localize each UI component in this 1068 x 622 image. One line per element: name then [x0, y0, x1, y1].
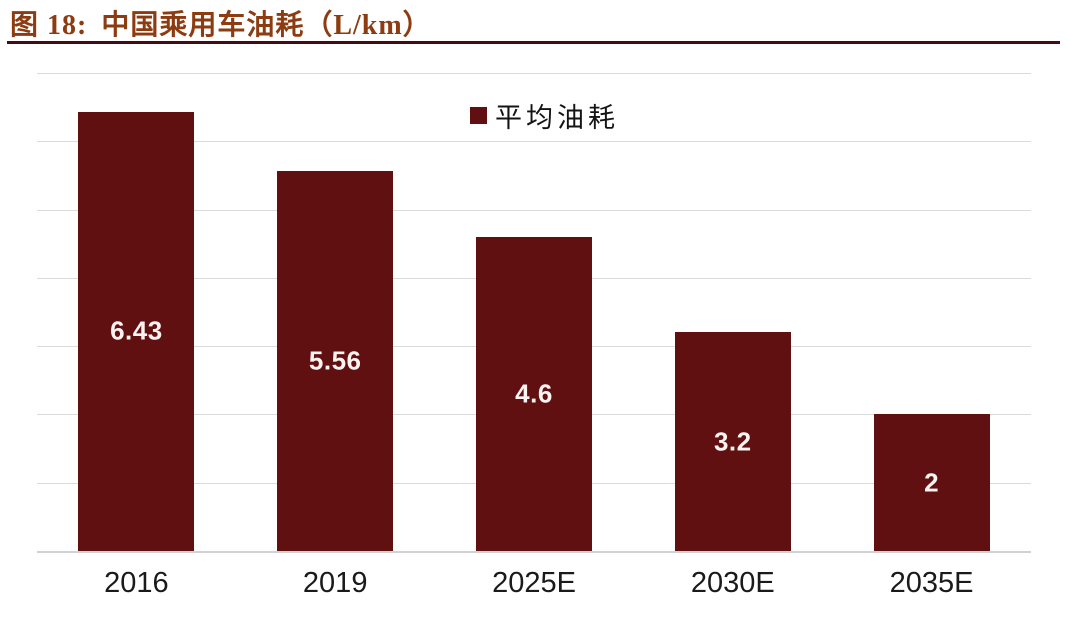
x-axis-line [37, 551, 1031, 553]
x-axis-label-2025E: 2025E [492, 567, 576, 599]
bar-2030E [674, 332, 791, 551]
chart-legend: 平均油耗 [470, 96, 619, 135]
bar-value-label: 6.43 [110, 315, 163, 346]
bar-value-label: 2 [924, 467, 940, 498]
bar-2025E [476, 236, 592, 551]
x-axis-label-2035E: 2035E [889, 567, 974, 599]
gridline [37, 209, 1031, 211]
bar-2016 [78, 111, 195, 551]
gridline [37, 73, 1031, 74]
figure-title: 中国乘用车油耗（L/km） [101, 10, 432, 41]
bar-value-label: 4.6 [515, 378, 553, 409]
x-axis-label-2016: 2016 [104, 567, 169, 599]
legend-label: 平均油耗 [495, 103, 619, 133]
fuel-consumption-bar-chart: 平均油耗 6.43 2016 5.56 2019 4.6 2025E 3.2 2030E 2 20… [0, 50, 1068, 622]
figure-number-label: 图 18: [10, 10, 88, 41]
bar-value-label: 3.2 [713, 426, 752, 457]
x-axis-label-2019: 2019 [302, 567, 368, 599]
title-rule-divider [7, 41, 1060, 44]
figure-header: 图 18: 中国乘用车油耗（L/km） [10, 6, 432, 41]
legend-swatch-icon [470, 107, 487, 124]
gridline [37, 141, 1031, 143]
x-axis-label-2030E: 2030E [690, 567, 775, 599]
bar-value-label: 5.56 [308, 345, 362, 376]
bar-2035E [873, 414, 990, 551]
bar-2019 [277, 171, 394, 551]
